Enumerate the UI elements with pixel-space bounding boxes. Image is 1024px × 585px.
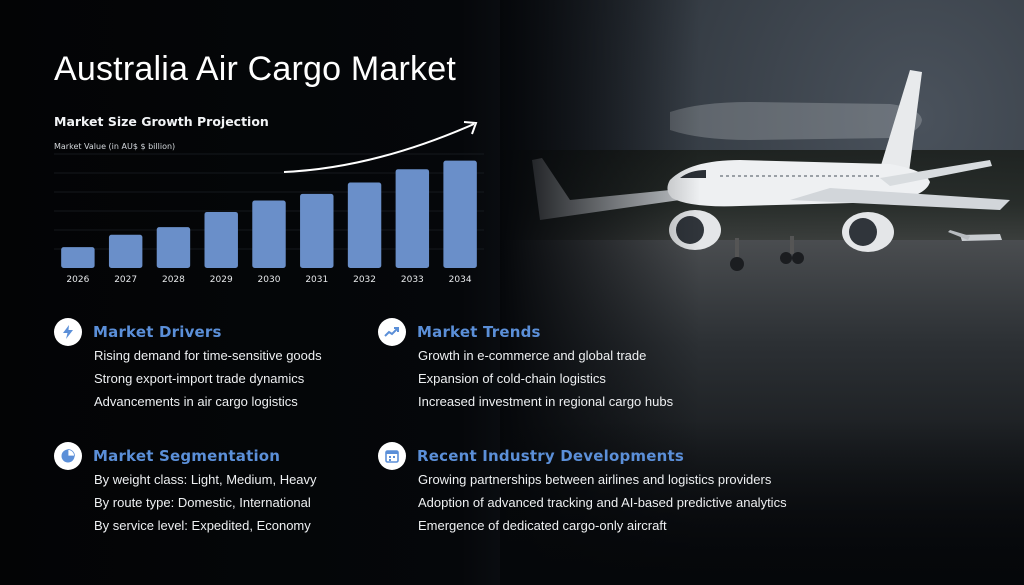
chart-ticks: 2026 2027 2028 2029 2030 2031 2032 2033 2034 (66, 275, 471, 285)
tick-label-2034: 2034 (449, 275, 472, 285)
drivers-list: Rising demand for time-sensitive goods S… (94, 344, 322, 413)
section-title: Market Segmentation (93, 447, 281, 465)
tick-label-2032: 2032 (353, 275, 376, 285)
bar-2029 (204, 211, 238, 268)
chart-bars (61, 160, 477, 268)
list-item: Rising demand for time-sensitive goods (94, 348, 322, 363)
list-item: Growing partnerships between airlines an… (418, 472, 772, 487)
list-item: Adoption of advanced tracking and AI-bas… (418, 495, 787, 510)
airplane-icon (532, 70, 1010, 271)
list-item: By route type: Domestic, International (94, 495, 311, 510)
chart-ylabel: Market Value (in AU$ $ billion) (54, 142, 176, 151)
list-item: Strong export-import trade dynamics (94, 371, 305, 386)
trend-line-icon (378, 318, 406, 346)
section-title: Market Drivers (93, 323, 222, 341)
bar-2032 (347, 182, 382, 268)
airplane-photo (500, 0, 1024, 585)
list-item: By service level: Expedited, Economy (94, 518, 311, 533)
section-title: Market Trends (417, 323, 541, 341)
trends-list: Growth in e-commerce and global trade Ex… (418, 344, 673, 413)
list-item: Increased investment in regional cargo h… (418, 394, 674, 409)
bar-2027 (108, 234, 143, 268)
section-title: Recent Industry Developments (417, 447, 684, 465)
bar-2028 (156, 227, 191, 268)
bar-2034 (443, 160, 477, 268)
tick-label-2030: 2030 (258, 275, 281, 285)
pie-chart-icon (54, 442, 82, 470)
plane-reflection (670, 102, 922, 140)
tick-label-2031: 2031 (305, 275, 328, 285)
list-item: Emergence of dedicated cargo-only aircra… (418, 518, 667, 533)
bar-2031 (300, 193, 334, 268)
bar-2030 (252, 200, 286, 268)
bar-2026 (61, 247, 95, 268)
trend-arrow-line (283, 123, 475, 173)
trend-arrow (283, 121, 478, 173)
developments-list: Growing partnerships between airlines an… (418, 468, 787, 537)
tick-label-2026: 2026 (66, 275, 89, 285)
lightning-icon (54, 318, 82, 346)
tick-label-2028: 2028 (162, 275, 185, 285)
segmentation-list: By weight class: Light, Medium, Heavy By… (94, 468, 317, 537)
calendar-icon (378, 442, 406, 470)
trend-arrow-head (463, 121, 478, 135)
tick-label-2033: 2033 (401, 275, 424, 285)
bar-chart: 2026 2027 2028 2029 2030 2031 2032 2033 2034 (54, 121, 484, 285)
list-item: Expansion of cold-chain logistics (418, 371, 606, 386)
list-item: By weight class: Light, Medium, Heavy (94, 472, 317, 487)
chart-title: Market Size Growth Projection (54, 114, 269, 129)
tick-label-2027: 2027 (114, 275, 137, 285)
bar-2033 (395, 169, 430, 268)
tick-label-2029: 2029 (210, 275, 233, 285)
list-item: Growth in e-commerce and global trade (418, 348, 647, 363)
list-item: Advancements in air cargo logistics (94, 394, 298, 409)
page-title: Australia Air Cargo Market (54, 50, 457, 88)
